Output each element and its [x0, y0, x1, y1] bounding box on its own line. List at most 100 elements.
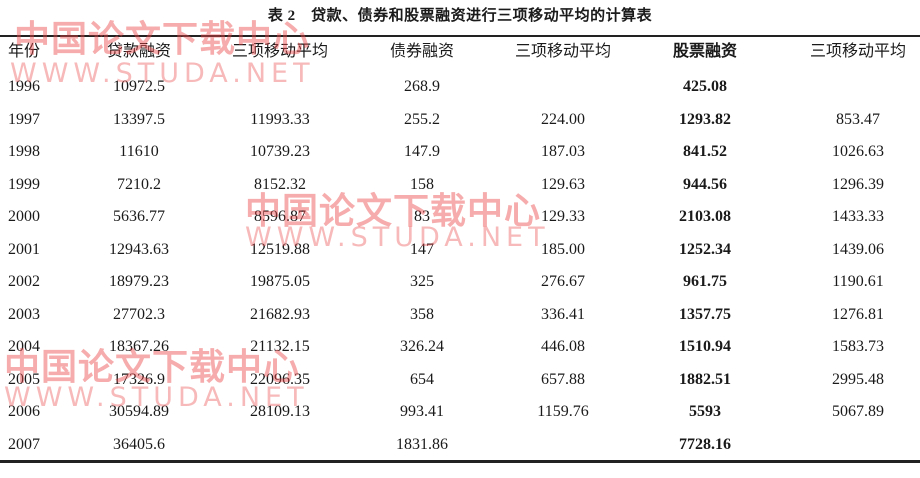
- cell-stocks: 1252.34: [679, 240, 731, 258]
- cell-stocks-ma: 1190.61: [832, 273, 884, 290]
- cell-bonds: 255.2: [404, 110, 440, 128]
- cell-stocks: 2103.08: [679, 208, 731, 225]
- table-title: 表 2 贷款、债券和股票融资进行三项移动平均的计算表: [267, 8, 653, 24]
- cell-bonds: 147.9: [404, 143, 440, 160]
- cell-loans: 12943.63: [109, 240, 169, 258]
- header-loans: 贷款融资: [106, 43, 172, 60]
- cell-loans-ma: 12519.88: [250, 240, 310, 258]
- cell-loans: 11610: [119, 143, 159, 160]
- cell-bonds: 268.9: [404, 78, 440, 95]
- cell-year: 2005: [8, 370, 40, 388]
- cell-bonds: 654: [410, 370, 434, 388]
- cell-loans: 30594.89: [109, 403, 169, 420]
- cell-loans: 7210.2: [117, 175, 161, 193]
- cell-loans-ma: 19875.05: [250, 273, 310, 290]
- cell-stocks: 961.75: [683, 273, 727, 290]
- cell-stocks: 1293.82: [679, 110, 731, 128]
- cell-bonds-ma: 1159.76: [537, 403, 589, 420]
- header-stocks: 股票融资: [672, 43, 738, 60]
- table-row: 2004 18367.26 21132.15 326.24 446.08 1510.94 1…: [0, 332, 920, 362]
- cell-stocks: 1357.75: [679, 305, 731, 323]
- cell-stocks: 1882.51: [679, 370, 731, 388]
- cell-year: 2002: [8, 273, 40, 290]
- cell-bonds: 158: [410, 175, 434, 193]
- cell-stocks: 7728.16: [679, 435, 731, 453]
- cell-loans: 18367.26: [109, 338, 169, 355]
- cell-loans-ma: 28109.13: [250, 403, 310, 420]
- cell-stocks-ma: 853.47: [836, 110, 880, 128]
- table-row: 1998 11610 10739.23 147.9 187.03 841.52 1026.6…: [0, 137, 920, 167]
- cell-bonds-ma: 129.33: [541, 208, 585, 225]
- cell-bonds-ma: 187.03: [541, 143, 585, 160]
- table-row: 1996 10972.5 268.9 425.08: [0, 72, 920, 102]
- cell-bonds: 83: [414, 208, 430, 225]
- bottom-rule: [0, 460, 920, 463]
- cell-loans: 18979.23: [109, 273, 169, 290]
- cell-stocks-ma: 5067.89: [832, 403, 884, 420]
- cell-loans-ma: 21132.15: [250, 338, 310, 355]
- header-bonds: 债券融资: [389, 43, 455, 60]
- cell-loans: 13397.5: [113, 110, 165, 128]
- cell-stocks-ma: 2995.48: [832, 370, 884, 388]
- cell-stocks-ma: 1026.63: [832, 143, 884, 160]
- cell-stocks-ma: 1433.33: [832, 208, 884, 225]
- cell-year: 2001: [8, 240, 40, 258]
- cell-year: 2003: [8, 305, 40, 323]
- cell-bonds-ma: 129.63: [541, 175, 585, 193]
- header-loans-ma: 三项移动平均: [231, 43, 329, 60]
- cell-loans: 10972.5: [113, 78, 165, 95]
- header-year: 年份: [8, 43, 41, 60]
- table-row: 2000 5636.77 8596.87 83 129.33 2103.08 1433.33: [0, 202, 920, 232]
- cell-bonds-ma: 224.00: [541, 110, 585, 128]
- table-row: 2001 12943.63 12519.88 147 185.00 1252.34 1439…: [0, 235, 920, 265]
- top-rule: [0, 35, 920, 37]
- cell-bonds: 147: [410, 240, 434, 258]
- cell-bonds-ma: 276.67: [541, 273, 585, 290]
- cell-bonds: 325: [410, 273, 434, 290]
- cell-bonds: 358: [410, 305, 434, 323]
- cell-loans-ma: 11993.33: [250, 110, 310, 128]
- cell-loans-ma: 8152.32: [254, 175, 306, 193]
- cell-loans: 5636.77: [113, 208, 165, 225]
- cell-bonds-ma: 446.08: [541, 338, 585, 355]
- cell-loans: 36405.6: [113, 435, 165, 453]
- cell-year: 1996: [8, 78, 40, 95]
- table-row: 1999 7210.2 8152.32 158 129.63 944.56 1296.39: [0, 170, 920, 200]
- cell-year: 1999: [8, 175, 40, 193]
- cell-year: 2004: [8, 338, 40, 355]
- cell-stocks-ma: 1439.06: [832, 240, 884, 258]
- cell-stocks-ma: 1296.39: [832, 175, 884, 193]
- cell-year: 2007: [8, 435, 40, 453]
- cell-loans-ma: 8596.87: [254, 208, 306, 225]
- header-row: 年份 贷款融资 三项移动平均 债券融资 三项移动平均 股票融资 三项移动平均: [0, 37, 920, 67]
- cell-year: 1997: [8, 110, 40, 128]
- header-stocks-ma: 三项移动平均: [809, 43, 907, 60]
- cell-stocks: 944.56: [683, 175, 727, 193]
- table-row: 2002 18979.23 19875.05 325 276.67 961.75 1190.…: [0, 267, 920, 297]
- cell-bonds-ma: 336.41: [541, 305, 585, 323]
- cell-year: 2006: [8, 403, 40, 420]
- cell-loans-ma: 10739.23: [250, 143, 310, 160]
- cell-bonds: 993.41: [400, 403, 444, 420]
- cell-loans: 27702.3: [113, 305, 165, 323]
- cell-stocks: 1510.94: [679, 338, 731, 355]
- cell-bonds-ma: 185.00: [541, 240, 585, 258]
- cell-stocks: 841.52: [683, 143, 727, 160]
- cell-stocks-ma: 1583.73: [832, 338, 884, 355]
- table-row: 2005 17326.9 22096.35 654 657.88 1882.51 2995.…: [0, 365, 920, 395]
- table-row: 1997 13397.5 11993.33 255.2 224.00 1293.82 853…: [0, 105, 920, 135]
- cell-year: 1998: [8, 143, 40, 160]
- cell-stocks: 425.08: [683, 78, 727, 95]
- header-bonds-ma: 三项移动平均: [514, 43, 612, 60]
- cell-loans-ma: 22096.35: [250, 370, 310, 388]
- table-row: 2006 30594.89 28109.13 993.41 1159.76 5593 506…: [0, 397, 920, 427]
- cell-loans: 17326.9: [113, 370, 165, 388]
- cell-stocks: 5593: [689, 403, 721, 420]
- cell-loans-ma: 21682.93: [250, 305, 310, 323]
- cell-bonds: 326.24: [400, 338, 444, 355]
- table-row: 2003 27702.3 21682.93 358 336.41 1357.75 1276.…: [0, 300, 920, 330]
- cell-year: 2000: [8, 208, 40, 225]
- cell-bonds-ma: 657.88: [541, 370, 585, 388]
- cell-bonds: 1831.86: [396, 435, 448, 453]
- table-row: 2007 36405.6 1831.86 7728.16: [0, 430, 920, 460]
